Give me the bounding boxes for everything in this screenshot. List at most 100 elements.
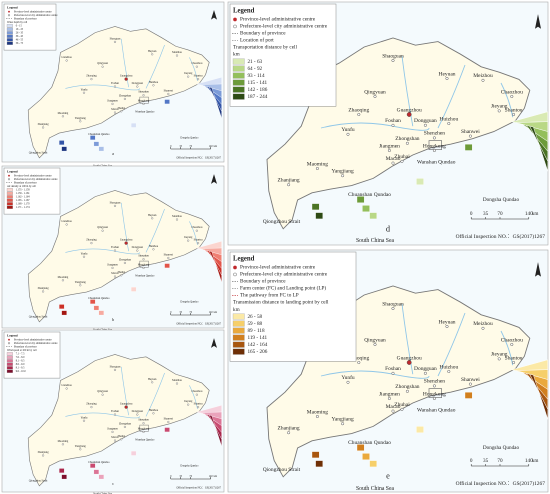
city-centre	[111, 102, 114, 105]
legend-item: 59 - 88	[247, 321, 262, 327]
city-centre	[432, 384, 436, 388]
city-centre	[101, 65, 104, 68]
place-name: Foshan	[385, 118, 401, 124]
north-arrow	[211, 174, 217, 184]
city-centre	[167, 256, 170, 260]
legend-item: 36 - 45	[16, 35, 24, 38]
place-name: Qingyuan	[364, 89, 386, 95]
offshore-cell	[369, 212, 377, 220]
offshore-cell	[93, 305, 100, 311]
scale-unit: km	[214, 311, 217, 314]
legend-entry: Boundary of province	[14, 181, 38, 184]
city-centre	[341, 174, 345, 178]
legend-symbol	[233, 24, 237, 29]
map-panel: LianzhouShaoguanQingyuanHeyuanMeizhouCha…	[227, 249, 549, 493]
offshore-cell	[93, 141, 100, 147]
legend-swatch	[6, 366, 13, 370]
offshore-cell	[90, 299, 96, 304]
place-name: Chuanshan Qundao	[88, 297, 110, 300]
scale-label: 70	[189, 145, 192, 148]
city-centre	[65, 223, 68, 226]
city-centre	[447, 122, 451, 125]
city-centre	[111, 430, 114, 433]
legend-symbol	[8, 14, 10, 17]
city-centre	[405, 389, 409, 393]
scale-label: 140	[209, 145, 214, 148]
north-arrow	[211, 338, 217, 348]
place-name: Meizhou	[473, 321, 493, 327]
offshore-cell	[98, 310, 104, 316]
place-name: Heyuan	[439, 71, 456, 77]
legend-symbol	[8, 10, 10, 13]
legend-symbol	[8, 174, 10, 177]
place-name: Shantou	[194, 75, 204, 78]
city-centre	[197, 78, 200, 81]
place-name: Yangjiang	[332, 416, 354, 422]
place-name: Guangzhou	[120, 239, 133, 242]
city-centre	[175, 218, 179, 221]
offshore-cell	[464, 392, 473, 399]
scale-label: 0	[470, 211, 473, 217]
city-centre	[167, 92, 170, 96]
place-name: Zhaoqing	[348, 355, 369, 361]
legend-item: 46 - 55	[16, 38, 24, 41]
legend-measure: Air density at 100 m by cell	[7, 185, 36, 188]
place-name: Macao	[111, 436, 119, 439]
offshore-cell	[59, 468, 65, 473]
city-centre	[123, 97, 126, 100]
legend-swatch	[232, 79, 245, 86]
map: Lianzhou Shaoguan Qingyuan Heyuan Meizhou Cha…	[27, 190, 222, 332]
city-centre	[405, 141, 409, 145]
legend-title: Legend	[7, 169, 18, 173]
legend-item: 26 - 58	[247, 314, 262, 320]
place-name: Yunfu	[81, 88, 88, 91]
scale-label: 140	[525, 211, 533, 217]
scale-label: 0	[170, 145, 172, 148]
city-centre	[142, 266, 145, 269]
place-name: Wanshan Qundao	[417, 407, 456, 413]
north-arrow	[535, 14, 541, 29]
sea-label: South China Sea	[93, 328, 113, 332]
legend-item: 21 - 63	[247, 59, 262, 65]
islands-label: Dongsha Qundao	[180, 465, 199, 468]
place-name: Maoming	[58, 276, 69, 279]
legend-swatch	[232, 341, 245, 348]
inspection: Official Inspection NO.：GS(2017)1267	[176, 322, 221, 325]
city-centre	[79, 448, 82, 451]
place-name: Maoming	[58, 112, 69, 115]
legend-item: 7.6 - 8.0	[16, 356, 25, 359]
city-centre	[123, 425, 126, 428]
place-name: Shenzhen	[138, 255, 149, 258]
legend-item: 142 - 186	[247, 87, 267, 93]
scale-label: 140	[209, 475, 214, 478]
legend-item: 1.165 - 1.167	[16, 199, 31, 202]
place-name: Jiangmen	[379, 143, 400, 149]
inspection: Official Inspection NO.：GS(2017)1267	[456, 480, 546, 487]
offshore-cell	[90, 463, 96, 468]
legend-swatch	[232, 313, 245, 320]
place-name: Jieyang	[491, 104, 508, 110]
legend-swatch	[6, 205, 13, 209]
city-centre	[113, 85, 117, 88]
offshore-cell	[464, 144, 473, 151]
place-name: Shaoguan	[382, 53, 404, 59]
inspection: Official Inspection NO.：GS(2017)1267	[176, 156, 221, 159]
place-name: Shantou	[194, 403, 204, 406]
legend-symbol	[8, 338, 10, 341]
place-name: Shanwei	[461, 129, 480, 135]
place-name: Guangzhou	[397, 107, 422, 113]
place-name: Foshan	[385, 366, 401, 372]
legend-box	[3, 167, 61, 215]
province-centre	[124, 405, 128, 409]
offshore-cell	[416, 178, 424, 185]
legend-item: 1.159 - 1.161	[16, 192, 31, 195]
legend-swatch	[232, 327, 245, 334]
offshore-cell	[61, 474, 67, 480]
place-name: Shaoguan	[110, 365, 121, 368]
scale-label: 35	[179, 145, 182, 148]
place-name: Shantou	[194, 239, 204, 242]
city-centre	[497, 109, 501, 113]
city-centre	[432, 397, 436, 400]
place-name: Hongkong	[138, 99, 150, 102]
place-name: Shanwei	[164, 90, 174, 93]
